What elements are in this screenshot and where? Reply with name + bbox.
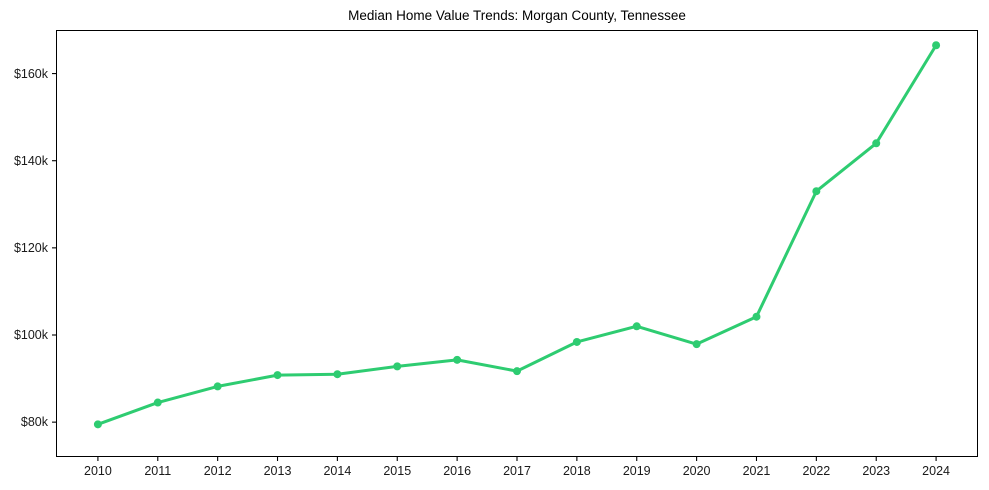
x-tick-label: 2023: [862, 464, 891, 478]
x-tick-label: 2015: [383, 464, 412, 478]
y-tick-label: $160k: [13, 66, 48, 81]
x-tick-label: 2019: [622, 464, 651, 478]
x-tick-label: 2011: [144, 464, 172, 478]
y-tick-label: $100k: [13, 328, 48, 342]
plot-area: [56, 30, 978, 457]
x-tick-label: 2014: [323, 464, 352, 478]
x-tick-label: 2012: [203, 464, 232, 478]
x-tick-label: 2010: [84, 464, 112, 478]
chart-title: Median Home Value Trends: Morgan County,…: [348, 8, 686, 23]
x-tick-label: 2024: [922, 464, 950, 478]
x-tick-label: 2022: [802, 464, 831, 478]
y-tick-label: $80k: [20, 415, 48, 430]
y-tick-label: $140k: [13, 153, 48, 168]
x-tick-label: 2018: [562, 464, 591, 478]
x-tick-label: 2020: [682, 464, 711, 478]
x-tick-label: 2021: [742, 464, 771, 478]
y-tick-label: $120k: [13, 240, 48, 255]
x-tick-label: 2017: [503, 464, 531, 478]
x-tick-label: 2013: [263, 464, 292, 478]
x-tick-label: 2016: [443, 464, 472, 478]
